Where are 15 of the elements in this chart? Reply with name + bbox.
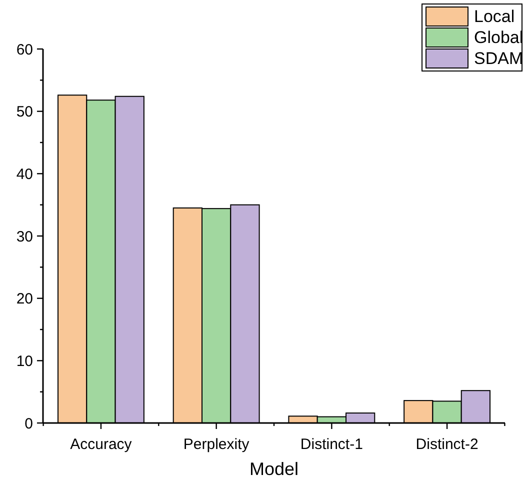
x-axis-title: Model [249, 459, 299, 479]
x-tick-label: Accuracy [70, 436, 132, 453]
y-tick-label: 20 [16, 290, 33, 308]
x-tick-label: Perplexity [183, 436, 250, 453]
y-tick-label: 30 [16, 228, 33, 246]
y-tick-label: 40 [16, 166, 33, 183]
legend-label: Local [474, 7, 515, 26]
y-tick-label: 50 [16, 104, 33, 121]
legend-label: SDAM [474, 49, 524, 68]
x-tick-label: Distinct-2 [416, 436, 478, 453]
y-tick-label: 60 [16, 41, 33, 58]
y-tick-label: 0 [24, 415, 33, 432]
y-tick-label: 10 [16, 352, 33, 370]
legend-label: Global [474, 28, 524, 47]
x-tick-label: Distinct-1 [300, 436, 363, 453]
